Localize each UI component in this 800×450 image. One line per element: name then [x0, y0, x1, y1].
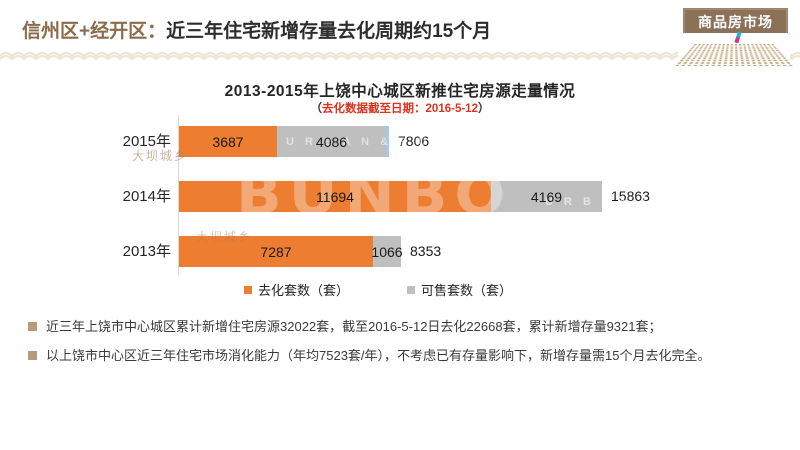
total-label: 8353	[410, 243, 442, 259]
bar-segment: 11694	[179, 181, 491, 212]
chart-legend: 去化套数（套） 可售套数（套）	[0, 280, 778, 299]
legend-label: 可售套数（套）	[421, 283, 513, 298]
legend-label: 去化套数（套）	[257, 283, 349, 298]
bullet-square-icon	[28, 322, 37, 331]
bullet-square-icon	[28, 350, 37, 360]
total-label: 15863	[611, 188, 650, 204]
note-item: 近三年上饶市中心城区累计新增住宅房源32022套，截至2016-5-12日去化2…	[28, 318, 782, 337]
note-item: 以上饶市中心区近三年住宅市场消化能力（年均7523套/年），不考虑已有存量影响下…	[28, 347, 782, 366]
page-title-district: 信州区+经开区：	[22, 21, 167, 42]
bar-segment: 4086	[277, 126, 386, 157]
bar-value-label: 7287	[260, 243, 292, 260]
category-label: 2014年	[122, 188, 171, 205]
y-axis-line	[178, 115, 179, 275]
crowd-grid-graphic	[674, 31, 794, 67]
category-label: 2015年	[122, 133, 171, 150]
bar-value-label: 4169	[530, 188, 563, 205]
legend-item: 去化套数（套）	[243, 280, 349, 299]
wavy-divider	[0, 51, 800, 61]
highlight-sliver	[386, 126, 389, 157]
category-label: 2013年	[122, 243, 171, 260]
subtitle-paren-open: （	[310, 103, 323, 115]
bar-row: 2015年 3687 4086 7806	[123, 126, 430, 157]
note-text: 近三年上饶市中心城区累计新增住宅房源32022套，截至2016-5-12日去化2…	[46, 319, 662, 334]
bar-value-label: 3687	[212, 133, 244, 150]
bar-value-label: 11694	[316, 188, 354, 205]
section-badge: 商品房市场	[683, 8, 788, 36]
legend-item: 可售套数（套）	[407, 280, 512, 299]
bar-segment: 3687	[179, 126, 277, 157]
chart-subtitle: （去化数据截至日期：2016-5-12）	[0, 100, 800, 116]
subtitle-paren-close: ）	[477, 103, 490, 115]
subtitle-date: 去化数据截至日期：2016-5-12	[322, 103, 478, 115]
page-title-text: 近三年住宅新增存量去化周期约15个月	[166, 21, 492, 42]
crowd-dots	[674, 43, 794, 66]
bar-segment: 1066	[371, 236, 403, 267]
bar-row: 2014年 11694 4169 15863	[123, 181, 650, 212]
bar-row: 2013年 7287 1066 8353	[123, 236, 442, 267]
bar-value-label: 4086	[315, 133, 348, 150]
legend-swatch-icon	[407, 285, 415, 294]
note-text: 以上饶市中心区近三年住宅市场消化能力（年均7523套/年），不考虑已有存量影响下…	[46, 347, 711, 363]
bar-segment: 7287	[179, 236, 373, 267]
chart-title: 2013-2015年上饶中心城区新推住宅房源走量情况	[224, 83, 576, 100]
bar-segment: 4169	[491, 181, 602, 212]
legend-swatch-icon	[243, 285, 252, 294]
map-pin-icon	[734, 31, 742, 44]
page-title: 信州区+经开区：近三年住宅新增存量去化周期约15个月	[22, 16, 491, 43]
total-label: 7806	[398, 133, 430, 149]
notes-list: 近三年上饶市中心城区累计新增住宅房源32022套，截至2016-5-12日去化2…	[28, 318, 782, 376]
bar-value-label: 1066	[371, 243, 403, 260]
